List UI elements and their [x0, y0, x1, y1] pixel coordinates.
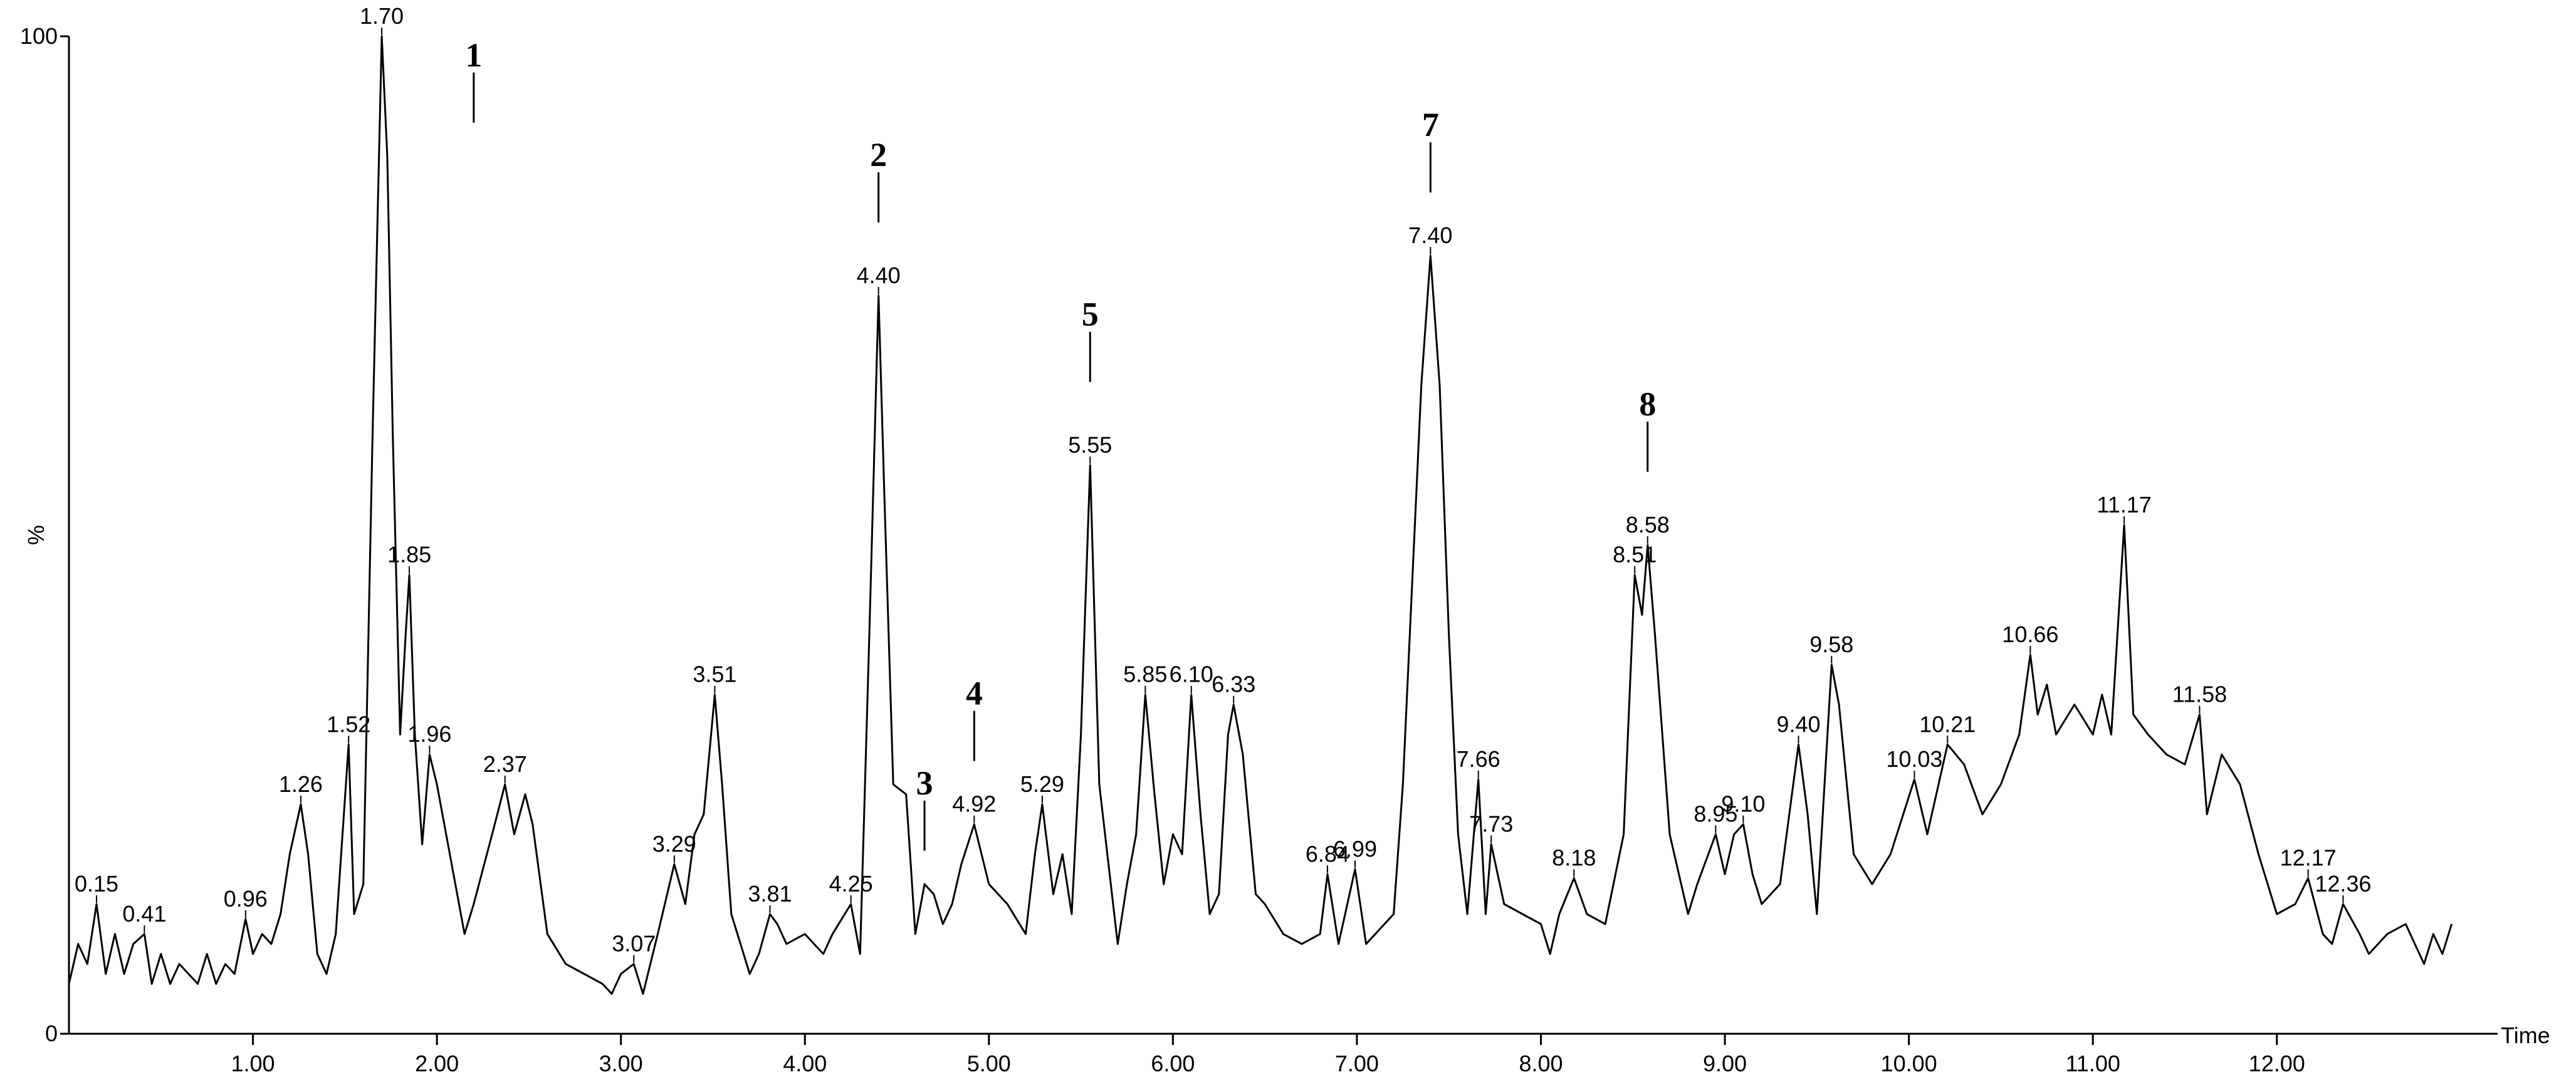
x-tick-label: 1.00 — [231, 1051, 275, 1076]
peak-label: 1.26 — [279, 771, 323, 797]
peak-label: 7.66 — [1457, 746, 1500, 772]
x-tick-label: 10.00 — [1881, 1051, 1937, 1076]
peak-label: 1.52 — [327, 711, 370, 737]
peak-label: 1.85 — [387, 542, 431, 568]
peak-label: 11.58 — [2172, 682, 2227, 707]
x-tick-label: 6.00 — [1151, 1051, 1195, 1076]
peak-label: 12.17 — [2280, 845, 2337, 871]
x-tick-label: 3.00 — [599, 1051, 643, 1076]
peak-label: 11.17 — [2097, 492, 2151, 517]
peak-label: 1.70 — [360, 3, 404, 29]
peak-label: 0.96 — [224, 886, 268, 912]
peak-number: 1 — [465, 36, 482, 74]
trace — [68, 35, 2453, 995]
peak-label: 9.40 — [1776, 711, 1820, 737]
peak-number: 3 — [916, 764, 933, 802]
peak-label: 8.95 — [1694, 801, 1737, 827]
peak-label: 7.73 — [1469, 811, 1513, 837]
peak-label: 3.81 — [748, 881, 792, 907]
peak-label: 9.10 — [1721, 791, 1765, 817]
peak-label: 0.15 — [75, 871, 118, 897]
peak-label: 0.41 — [122, 901, 166, 927]
peak-label: 12.36 — [2315, 871, 2371, 897]
peak-label: 4.40 — [857, 263, 901, 288]
x-axis-label: Time — [2501, 1022, 2550, 1048]
peak-label: 4.92 — [952, 791, 996, 817]
peak-label: 6.99 — [1333, 836, 1377, 861]
x-tick-label: 4.00 — [783, 1051, 827, 1076]
peak-label: 10.66 — [2002, 622, 2058, 647]
peak-label: 3.51 — [693, 662, 736, 687]
x-tick-label: 11.00 — [2065, 1051, 2120, 1076]
peak-label: 8.58 — [1626, 512, 1670, 538]
peak-number: 5 — [1082, 296, 1099, 333]
peak-label: 3.29 — [652, 831, 696, 856]
peak-label: 1.96 — [407, 721, 451, 747]
x-tick-label: 8.00 — [1519, 1051, 1563, 1076]
peak-label: 5.55 — [1068, 432, 1112, 458]
x-tick-label: 7.00 — [1335, 1051, 1379, 1076]
peak-number: 7 — [1422, 106, 1439, 143]
peak-label: 6.10 — [1170, 662, 1213, 687]
x-tick-label: 5.00 — [967, 1051, 1011, 1076]
x-tick-label: 9.00 — [1703, 1051, 1747, 1076]
y-tick-label: 0 — [45, 1021, 58, 1046]
x-tick-label: 2.00 — [415, 1051, 459, 1076]
peak-number: 2 — [870, 136, 887, 174]
peak-label: 3.07 — [612, 931, 656, 957]
peak-number: 4 — [966, 675, 983, 712]
y-tick-label: 100 — [20, 23, 58, 49]
peak-label: 2.37 — [483, 751, 527, 777]
peak-label: 6.33 — [1212, 672, 1255, 697]
y-axis-label: % — [23, 525, 49, 545]
peak-number: 8 — [1639, 385, 1656, 423]
peak-label: 4.25 — [829, 871, 873, 897]
peak-label: 8.18 — [1552, 845, 1596, 871]
peak-label: 5.85 — [1123, 662, 1167, 687]
peak-label: 10.21 — [1919, 711, 1976, 737]
peak-label: 7.40 — [1408, 222, 1452, 248]
peak-label: 9.58 — [1809, 632, 1853, 657]
peak-label: 6.84 — [1306, 841, 1349, 866]
peak-label: 8.51 — [1613, 542, 1657, 568]
x-tick-label: 12.00 — [2249, 1051, 2305, 1076]
peak-label: 10.03 — [1886, 746, 1942, 772]
peak-label: 5.29 — [1020, 771, 1064, 797]
